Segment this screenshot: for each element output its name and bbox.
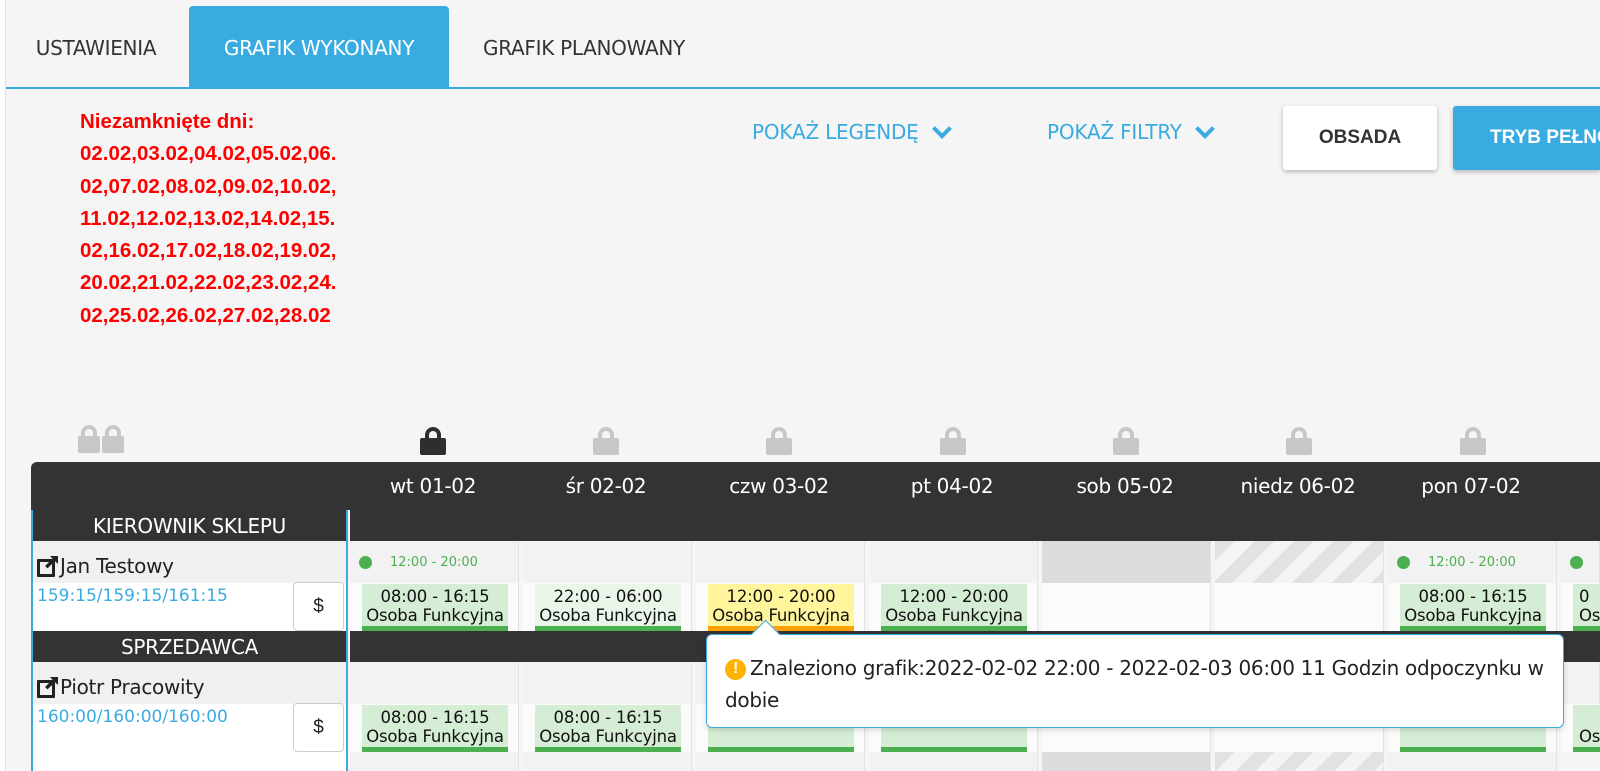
- section-header: KIEROWNIK SKLEPU: [33, 510, 346, 541]
- employee-name-label: Jan Testowy: [60, 554, 174, 578]
- day-cell[interactable]: Os: [1561, 662, 1600, 752]
- shift-block[interactable]: 08:00 - 16:15 Osoba Funkcyjna: [362, 584, 508, 631]
- day-cell-holiday[interactable]: [1215, 752, 1384, 771]
- external-link-icon[interactable]: [37, 676, 58, 698]
- employee-row-top: [33, 752, 346, 771]
- day-header: pon 07-02: [1421, 474, 1521, 498]
- day-cell[interactable]: 12:00 - 20:00 Osoba Funkcyjna: [869, 541, 1038, 631]
- tab-bar: USTAWIENIA GRAFIK WYKONANY GRAFIK PLANOW…: [6, 0, 1600, 89]
- left-edge: [0, 0, 6, 771]
- day-cell[interactable]: [869, 752, 1038, 771]
- tab-grafik-wykonany[interactable]: GRAFIK WYKONANY: [189, 6, 449, 89]
- schedule-header: [31, 462, 1600, 510]
- external-link-icon[interactable]: [37, 555, 58, 577]
- show-legend-label: POKAŻ LEGENDĘ: [752, 120, 919, 144]
- employee-name[interactable]: Piotr Pracowity: [37, 675, 205, 699]
- warning-icon: !: [725, 658, 746, 680]
- tab-ustawienia[interactable]: USTAWIENIA: [35, 35, 157, 60]
- day-header: śr 02-02: [565, 474, 647, 498]
- planned-dot-icon: [359, 556, 372, 569]
- fullscreen-mode-button[interactable]: TRYB PEŁNO: [1453, 106, 1600, 170]
- day-cell-holiday[interactable]: [1215, 541, 1384, 631]
- planned-shift: 12:00 - 20:00: [390, 555, 478, 570]
- day-cell-weekend[interactable]: [1042, 541, 1211, 631]
- show-filters-toggle[interactable]: POKAŻ FILTRY: [1047, 119, 1215, 144]
- lock-icon[interactable]: [1286, 427, 1312, 455]
- day-cell[interactable]: 08:00 - 16:15 Osoba Funkcyjna: [350, 662, 519, 752]
- day-header: czw 03-02: [729, 474, 829, 498]
- shift-block[interactable]: 0 Os: [1573, 584, 1600, 631]
- day-header: niedz 06-02: [1240, 474, 1356, 498]
- chevron-down-icon: [1194, 119, 1215, 139]
- tab-grafik-planowany[interactable]: GRAFIK PLANOWANY: [483, 35, 685, 60]
- day-header: sob 05-02: [1076, 474, 1174, 498]
- conflict-tooltip: ! Znaleziono grafik:2022-02-02 22:00 - 20…: [706, 634, 1564, 728]
- shift-block[interactable]: 22:00 - 06:00 Osoba Funkcyjna: [535, 584, 681, 631]
- day-cell[interactable]: [1388, 752, 1557, 771]
- employee-row-top: [33, 662, 346, 704]
- day-cell[interactable]: 12:00 - 20:00 08:00 - 16:15 Osoba Funkcyj…: [350, 541, 519, 631]
- lock-icon[interactable]: [593, 427, 619, 455]
- employee-name-label: Piotr Pracowity: [60, 675, 205, 699]
- planned-dot-icon: [1570, 556, 1583, 569]
- shift-block[interactable]: 12:00 - 20:00 Osoba Funkcyjna: [881, 584, 1027, 631]
- shift-block[interactable]: 08:00 - 16:15 Osoba Funkcyjna: [362, 705, 508, 752]
- employee-hours[interactable]: 159:15/159:15/161:15: [37, 586, 228, 606]
- lock-icon[interactable]: [420, 427, 446, 455]
- section-bar: [350, 510, 1600, 541]
- lock-icon[interactable]: [1460, 427, 1486, 455]
- shift-block-warning[interactable]: 12:00 - 20:00 Osoba Funkcyjna: [708, 584, 854, 631]
- obsada-button[interactable]: OBSADA: [1283, 106, 1437, 170]
- planned-shift: 12:00 - 20:00: [1428, 555, 1516, 570]
- rate-button[interactable]: $: [293, 703, 344, 752]
- day-cell[interactable]: 08:00 - 16:15 Osoba Funkcyjna: [523, 662, 692, 752]
- day-header: wt 01-02: [389, 474, 477, 498]
- unlock-all-icon[interactable]: [78, 425, 124, 453]
- day-cell[interactable]: 12:00 - 20:00 08:00 - 16:15 Osoba Funkcyj…: [1388, 541, 1557, 631]
- shift-block[interactable]: 08:00 - 16:15 Osoba Funkcyjna: [1400, 584, 1546, 631]
- rate-button[interactable]: $: [293, 582, 344, 631]
- day-cell[interactable]: [696, 752, 865, 771]
- employee-hours[interactable]: 160:00/160:00/160:00: [37, 707, 228, 727]
- show-legend-toggle[interactable]: POKAŻ LEGENDĘ: [752, 119, 952, 144]
- day-cell[interactable]: 22:00 - 06:00 Osoba Funkcyjna: [523, 541, 692, 631]
- unclosed-days-title: Niezamknięte dni:: [80, 110, 255, 133]
- planned-dot-icon: [1397, 556, 1410, 569]
- shift-block[interactable]: Os: [1573, 705, 1600, 752]
- lock-icon[interactable]: [1113, 427, 1139, 455]
- chevron-down-icon: [931, 119, 952, 139]
- day-cell[interactable]: [350, 752, 519, 771]
- day-cell[interactable]: [523, 752, 692, 771]
- employee-name[interactable]: Jan Testowy: [37, 554, 174, 578]
- unclosed-days-list: 02.02,03.02,04.02,05.02,06.02,07.02,08.0…: [80, 142, 337, 327]
- unclosed-days-notice: Niezamknięte dni: 02.02,03.02,04.02,05.0…: [80, 106, 340, 332]
- day-header: pt 04-02: [910, 474, 994, 498]
- show-filters-label: POKAŻ FILTRY: [1047, 120, 1182, 144]
- day-cell[interactable]: 12:00 - 20:00 Osoba Funkcyjna: [696, 541, 865, 631]
- tooltip-text: Znaleziono grafik:2022-02-02 22:00 - 202…: [725, 656, 1544, 712]
- lock-icon[interactable]: [940, 427, 966, 455]
- day-cell-weekend[interactable]: [1042, 752, 1211, 771]
- section-header: SPRZEDAWCA: [33, 631, 346, 662]
- employee-row-top: [33, 541, 346, 583]
- day-cell[interactable]: 0 Os: [1561, 541, 1600, 631]
- lock-icon[interactable]: [766, 427, 792, 455]
- shift-block[interactable]: 08:00 - 16:15 Osoba Funkcyjna: [535, 705, 681, 752]
